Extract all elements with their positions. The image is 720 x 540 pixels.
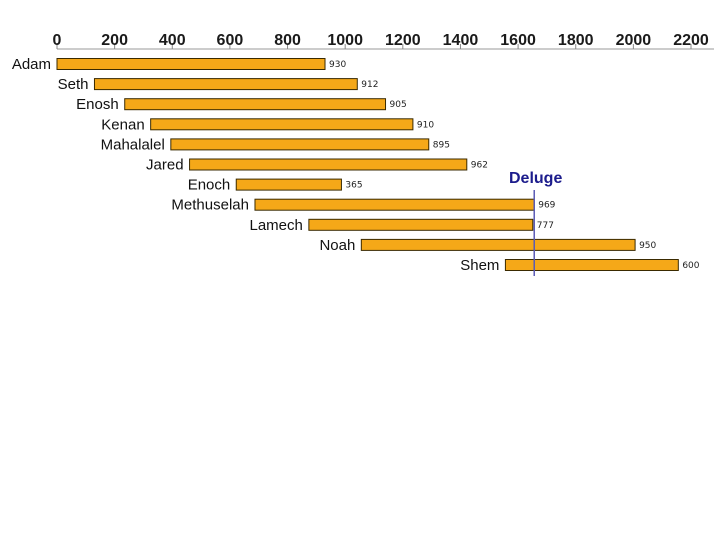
bar-value-label: 930: [329, 60, 346, 70]
lifespan-bar: [254, 198, 535, 211]
lifespan-bar: [124, 98, 387, 111]
bar-name-label: Methuselah: [171, 197, 249, 214]
lifespan-bar: [189, 158, 468, 171]
bar-value-label: 365: [345, 181, 362, 191]
x-tick-label: 400: [159, 32, 186, 49]
bar-name-label: Jared: [146, 157, 184, 174]
bar-value-label: 950: [639, 241, 656, 251]
lifespan-bar: [360, 238, 636, 251]
bar-value-label: 895: [433, 140, 450, 150]
x-tick-label: 2000: [616, 32, 652, 49]
x-tick-label: 1000: [327, 32, 363, 49]
bar-name-label: Shem: [460, 257, 499, 274]
lifespan-bar: [170, 138, 430, 151]
bar-value-label: 777: [537, 221, 554, 231]
x-tick-label: 1200: [385, 32, 421, 49]
lifespan-bar: [235, 178, 342, 191]
x-tick-label: 2200: [673, 32, 709, 49]
lifespan-bar: [56, 58, 326, 70]
x-axis-ticks: 0 200 400 600 800 1000 1200 1400 1600 1800 2000 220…: [53, 32, 709, 49]
bar-value-label: 905: [390, 100, 407, 110]
deluge-label: Deluge: [509, 170, 562, 187]
bars: Adam 930 Seth 912 Enosh 905 Kenan 910 Mahalalel 8…: [12, 56, 700, 274]
x-tick-label: 0: [53, 32, 62, 49]
x-tick-label: 1800: [558, 32, 594, 49]
lifespan-bar: [150, 118, 414, 131]
bar-value-label: 962: [471, 161, 488, 171]
deluge-annotation: Deluge: [509, 170, 562, 276]
bar-value-label: 910: [417, 120, 434, 130]
bar-name-label: Lamech: [249, 217, 302, 234]
lifespan-bar: [93, 78, 358, 91]
bar-name-label: Enoch: [188, 177, 231, 194]
x-tick-label: 800: [274, 32, 301, 49]
bar-name-label: Noah: [319, 237, 355, 254]
bar-name-label: Seth: [58, 76, 89, 93]
bar-name-label: Adam: [12, 56, 51, 73]
x-tick-label: 1400: [443, 32, 479, 49]
bar-value-label: 600: [682, 261, 699, 271]
bar-value-label: 912: [361, 80, 378, 90]
bar-value-label: 969: [538, 201, 555, 211]
lifespan-bar: [504, 259, 679, 271]
x-tick-label: 600: [217, 32, 244, 49]
x-tick-label: 200: [101, 32, 128, 49]
lifespan-bar: [308, 218, 534, 231]
bar-name-label: Enosh: [76, 96, 119, 113]
x-tick-label: 1600: [500, 32, 536, 49]
bar-name-label: Mahalalel: [101, 136, 165, 153]
bar-name-label: Kenan: [101, 116, 144, 133]
